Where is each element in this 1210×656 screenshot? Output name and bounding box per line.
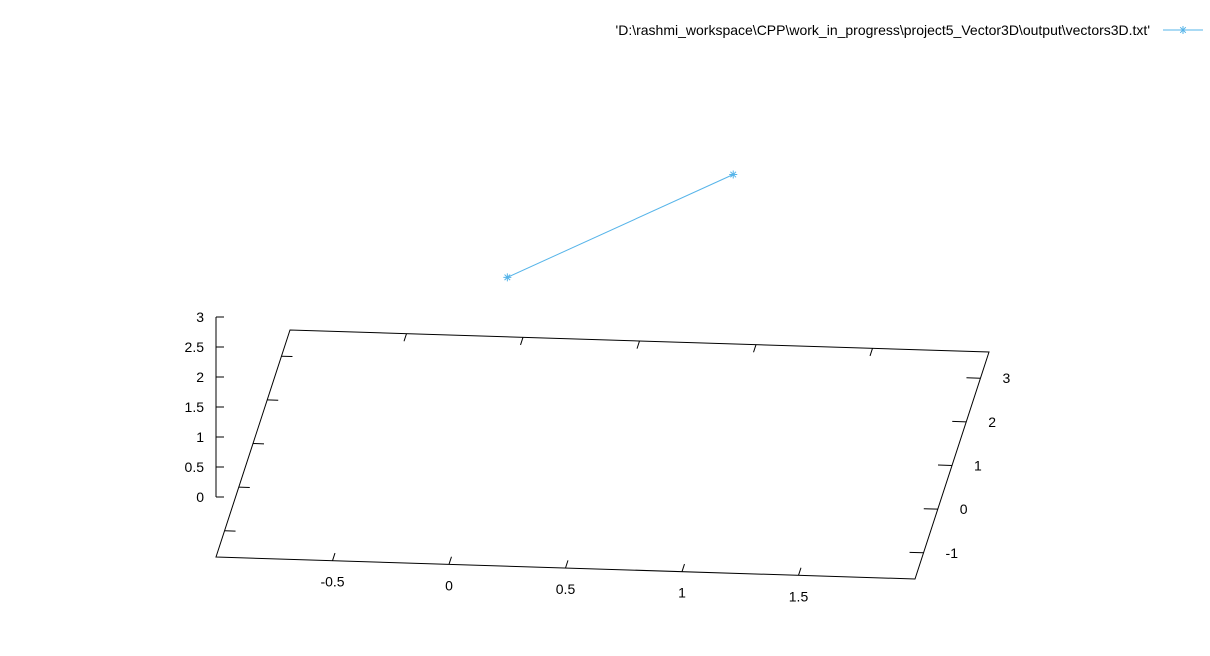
- chart-axes: [215, 317, 990, 580]
- x-tick-mark: [681, 563, 685, 572]
- z-tick-label: 2: [196, 369, 204, 385]
- data-point-marker: [503, 273, 512, 282]
- legend-label: 'D:\rashmi_workspace\CPP\work_in_progres…: [616, 22, 1150, 38]
- data-point-marker: [729, 170, 738, 179]
- z-tick-label: 2.5: [185, 339, 205, 355]
- y-tick-label: 0: [960, 501, 968, 517]
- y-tick-label: 2: [988, 414, 996, 430]
- z-tick-label: 0: [196, 489, 204, 505]
- x-tick-label: 0: [445, 577, 453, 593]
- z-tick-label: 1: [196, 429, 204, 445]
- series-line: [507, 174, 734, 278]
- z-tick-label: 1.5: [185, 399, 205, 415]
- chart-ticks: -0.5 0 0.5 1 1.5 -1 0 1 2 3 0 0.5 1 1.5 2 2.5 3: [185, 309, 1011, 604]
- x-tick-label: -0.5: [320, 574, 344, 590]
- y-tick-label: -1: [946, 545, 959, 561]
- x-tick-mark-back: [520, 337, 524, 346]
- x-tick-mark-back: [636, 340, 640, 349]
- x-tick-label: 1.5: [789, 588, 809, 604]
- x-tick-mark-back: [869, 348, 873, 357]
- x-tick-label: 1: [678, 585, 686, 601]
- y-tick-label: 3: [1002, 370, 1010, 386]
- x-tick-mark-back: [753, 344, 757, 353]
- x-tick-mark: [332, 552, 336, 561]
- y-tick-label: 1: [974, 458, 982, 474]
- base-plane-border: [215, 329, 990, 580]
- z-tick-label: 3: [196, 309, 204, 325]
- x-tick-mark: [565, 560, 569, 569]
- chart-legend: 'D:\rashmi_workspace\CPP\work_in_progres…: [616, 22, 1203, 38]
- chart-series: [503, 170, 738, 282]
- x-tick-mark-back: [403, 333, 407, 342]
- x-tick-mark: [448, 556, 452, 565]
- legend-marker: [1179, 26, 1187, 34]
- z-tick-label: 0.5: [185, 459, 205, 475]
- x-tick-label: 0.5: [556, 581, 576, 597]
- x-tick-mark: [798, 567, 802, 576]
